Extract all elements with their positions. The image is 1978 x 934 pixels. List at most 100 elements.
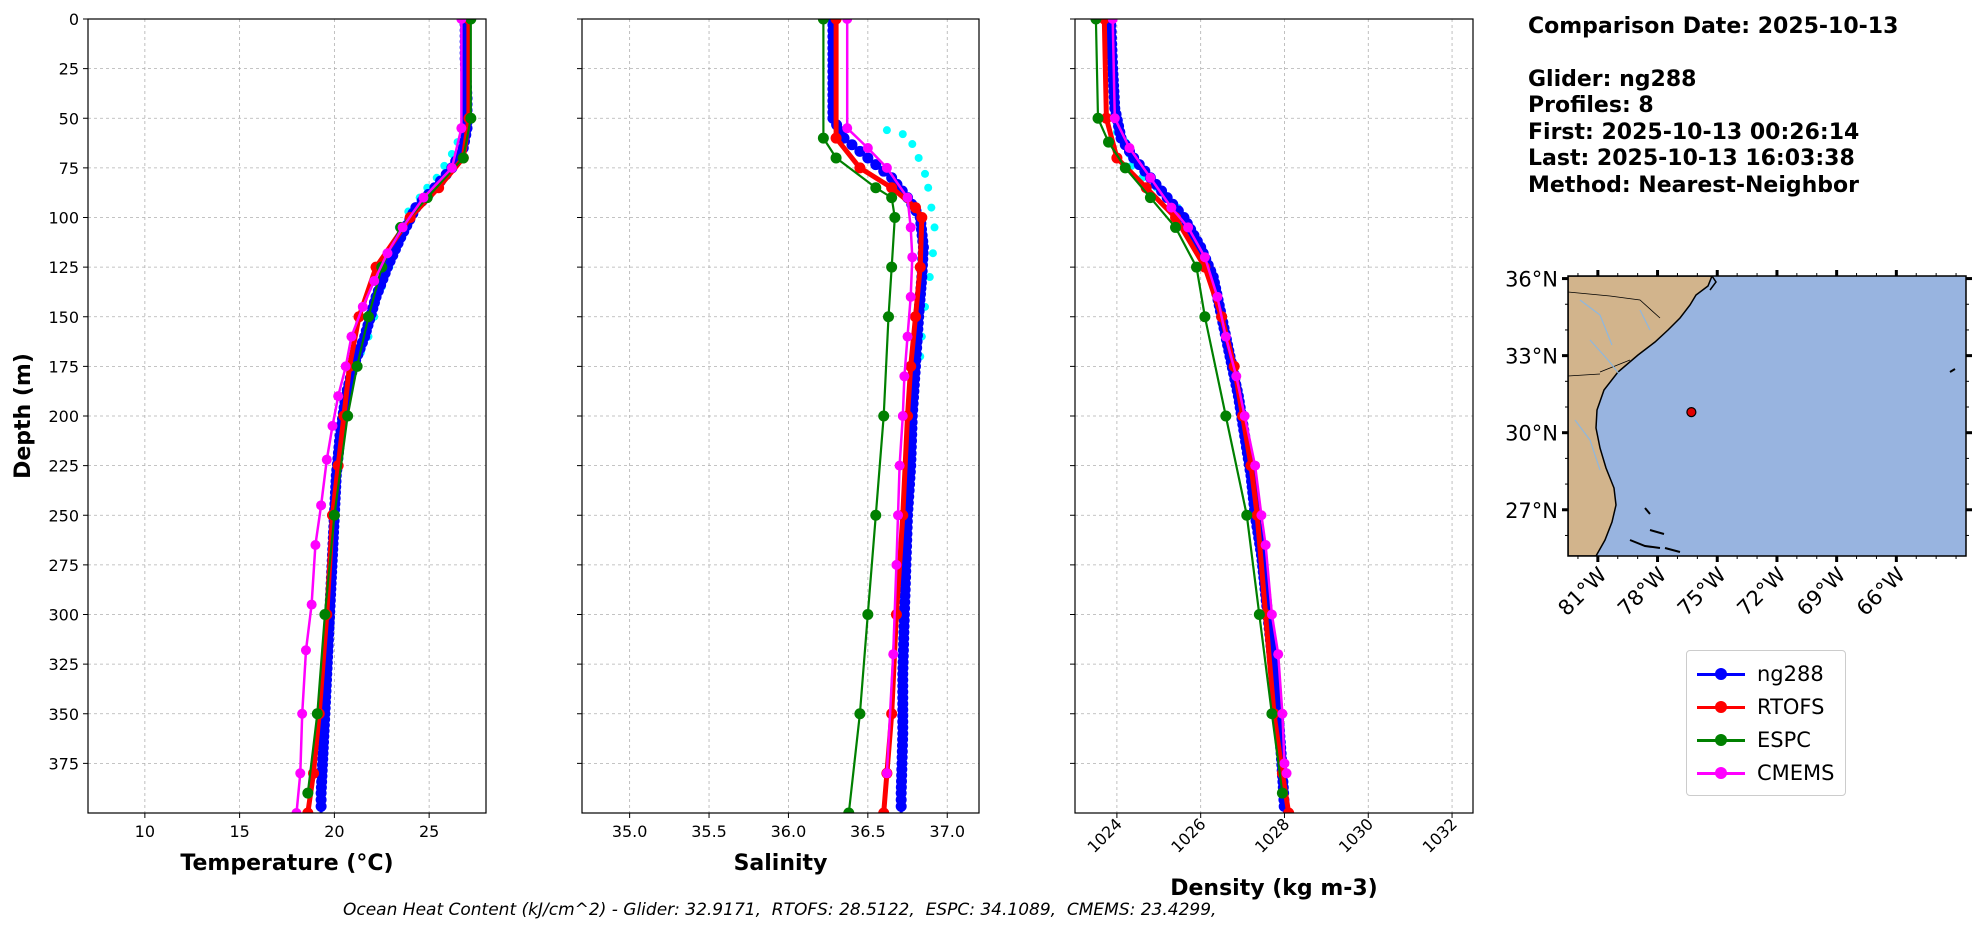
series-point [1277, 708, 1288, 719]
series-point [895, 800, 907, 812]
panel-1: 35.0 35.5 36.0 36.5 37.0 Salinity [577, 18, 980, 876]
glider-scatter-point [882, 126, 891, 135]
x-tick-label: 36.5 [850, 822, 886, 841]
y-tick-label: 100 [48, 209, 79, 228]
series-point [862, 609, 874, 620]
glider-scatter-point [914, 153, 923, 162]
series-point [351, 360, 363, 372]
legend-label-ng288: ng288 [1757, 661, 1824, 686]
series-point [340, 361, 351, 372]
profile-count: Profiles: 8 [1528, 93, 1654, 118]
x-tick-label: 35.5 [691, 822, 727, 841]
x-tick-label: 20 [324, 822, 344, 841]
series-point [311, 708, 323, 720]
series-point [1256, 510, 1267, 521]
x-tick-label: 1026 [1167, 814, 1209, 856]
series-point [886, 261, 898, 273]
series-point [1100, 112, 1112, 124]
x-tick-label: 1030 [1335, 814, 1377, 856]
series-point [1199, 311, 1211, 323]
series-point [894, 460, 905, 471]
series-point [1281, 768, 1292, 779]
series-point [1241, 509, 1253, 521]
glider-position-marker [1686, 407, 1697, 418]
series-point [907, 252, 918, 263]
map-lon-label: 75°W [1673, 562, 1731, 620]
series-point [830, 132, 842, 144]
x-tick-label: 36.0 [771, 822, 807, 841]
series-point [870, 159, 882, 171]
y-tick-label: 350 [48, 705, 79, 724]
series-cmems [291, 19, 467, 813]
series-point [321, 454, 332, 465]
series-point [902, 192, 913, 203]
series-point [1092, 112, 1104, 124]
comparison-date: Comparison Date: 2025-10-13 [1528, 14, 1899, 39]
series-point [1170, 221, 1182, 233]
series-point [830, 19, 842, 25]
series-point [316, 500, 327, 511]
data-area [1090, 19, 1295, 813]
series-point [1231, 371, 1242, 382]
series-espc [1090, 19, 1288, 799]
series-line [306, 19, 472, 794]
series-point [1266, 609, 1277, 620]
y-tick-label: 200 [48, 407, 79, 426]
legend-label-rtofs: RTOFS [1757, 694, 1825, 719]
y-tick-label: 150 [48, 308, 79, 327]
series-point [306, 599, 317, 610]
series-point [291, 808, 302, 813]
series-point [842, 19, 853, 24]
series-point [830, 152, 842, 164]
series-point [888, 649, 899, 660]
series-point [881, 768, 892, 779]
series-point [846, 139, 858, 151]
series-point [893, 510, 904, 521]
series-point [333, 391, 344, 402]
series-point [328, 509, 340, 521]
series-point [886, 192, 898, 204]
series-point [1253, 609, 1265, 620]
series-point [1098, 19, 1110, 25]
series-cmems [1107, 19, 1292, 779]
map-islands [1629, 368, 1956, 553]
series-point [1109, 113, 1120, 124]
glider-scatter-point [440, 161, 449, 170]
series-point [817, 19, 829, 25]
y-tick-label: 300 [48, 606, 79, 625]
series-point [1166, 202, 1177, 213]
map-land [1568, 276, 1713, 556]
y-tick-label: 0 [69, 10, 79, 29]
map-lon-label: 81°W [1553, 562, 1611, 620]
x-tick-label: 1024 [1083, 814, 1125, 856]
series-espc [817, 19, 901, 813]
legend-swatch-cmems [1697, 763, 1745, 783]
series-point [854, 145, 866, 157]
series-point [886, 182, 898, 194]
series-ng288 [827, 19, 929, 813]
glider-scatter-point [924, 183, 933, 192]
map-lat-label: 33°N [1505, 345, 1558, 369]
y-axis-label: Depth (m) [11, 353, 36, 479]
map-rivers [1574, 299, 1651, 471]
series-point [465, 19, 477, 25]
series-point [1124, 143, 1135, 154]
series-point [902, 331, 913, 342]
series-point [1220, 410, 1232, 422]
series-point [369, 276, 380, 287]
series-point [891, 559, 902, 570]
info-box: Comparison Date: 2025-10-13 Glider: ng288… [1528, 14, 1898, 199]
glider-name: Glider: ng288 [1528, 66, 1697, 92]
legend-item-cmems: CMEMS [1697, 756, 1835, 789]
y-tick-label: 25 [59, 60, 79, 79]
series-point [465, 112, 477, 124]
method: Method: Nearest-Neighbor [1528, 172, 1859, 198]
series-point [1283, 807, 1295, 813]
series-point [1276, 787, 1288, 799]
map-lat-label: 27°N [1505, 499, 1558, 523]
series-point [916, 212, 928, 223]
series-point [897, 411, 908, 421]
series-point [881, 162, 892, 173]
panel-2: 1024 1026 1028 1030 1032 Density (kg m-3) [1070, 18, 1474, 901]
y-tick-label: 50 [59, 109, 79, 128]
